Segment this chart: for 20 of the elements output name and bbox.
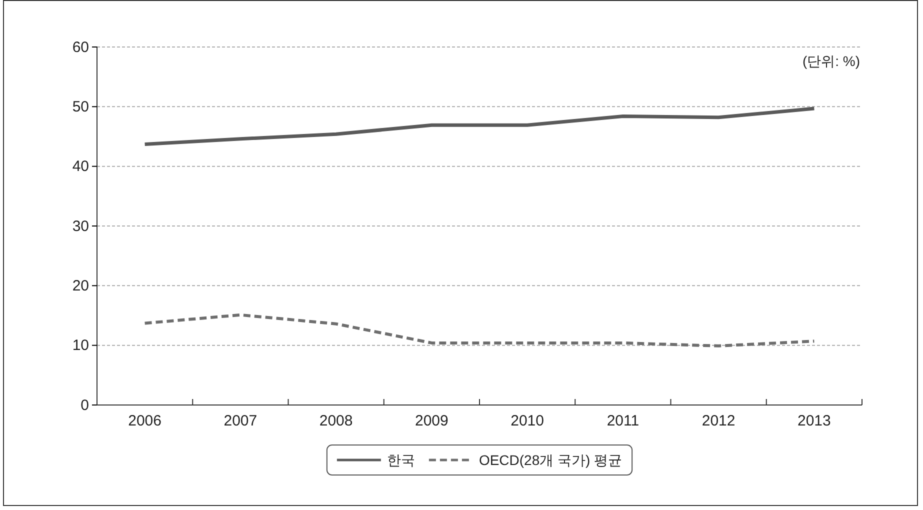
line-series — [143, 106, 816, 146]
y-tick-label: 60 — [72, 38, 89, 56]
y-tick-label: 50 — [72, 98, 89, 116]
y-tick-label: 40 — [72, 158, 89, 176]
y-tick-label: 20 — [72, 277, 89, 294]
y-tick-label: 0 — [80, 396, 89, 414]
x-tick-label: 2009 — [415, 412, 448, 430]
y-tick-label: 10 — [72, 337, 89, 354]
line-series — [143, 313, 816, 348]
x-tick-label: 2013 — [798, 412, 831, 430]
legend-label: 한국 — [386, 452, 415, 468]
x-tick-label: 2006 — [128, 412, 162, 430]
x-tick-label: 2008 — [319, 412, 353, 430]
x-tick-label: 2010 — [510, 412, 544, 430]
y-tick-label: 30 — [72, 218, 89, 235]
annotation: (단위: %) — [802, 53, 860, 69]
x-tick-label: 2007 — [224, 412, 258, 430]
x-tick-label: 2012 — [702, 412, 736, 430]
legend-label: OECD(28개 국가) 평균 — [478, 452, 622, 468]
x-tick-label: 2011 — [606, 412, 640, 430]
